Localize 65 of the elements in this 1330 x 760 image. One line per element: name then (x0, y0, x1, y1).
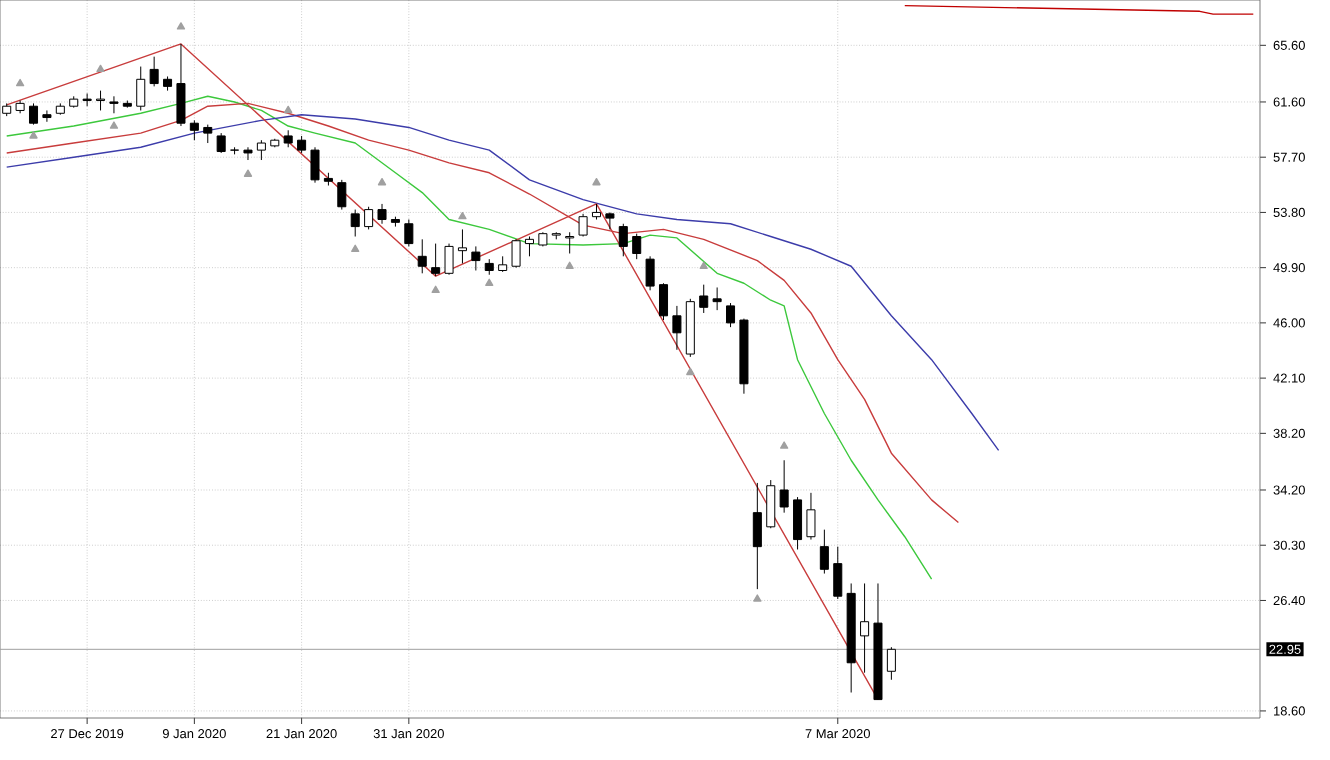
candlestick (431, 243, 441, 277)
candlestick (42, 109, 52, 123)
candlestick (216, 132, 226, 154)
candlestick (779, 459, 789, 514)
point (779, 441, 789, 449)
candlestick (672, 305, 682, 351)
candlestick (565, 231, 575, 254)
point (592, 177, 601, 186)
candlestick (136, 66, 146, 111)
candlestick (417, 238, 427, 274)
point (686, 367, 695, 376)
candlestick (82, 92, 92, 107)
candlestick (457, 228, 467, 264)
candlestick (96, 90, 106, 111)
candlestick (886, 646, 896, 681)
candlestick (712, 286, 722, 311)
candlestick (176, 43, 186, 127)
candlestick (699, 284, 709, 314)
candlestick (658, 282, 669, 321)
point (15, 78, 25, 87)
candlestick (793, 496, 803, 550)
point (699, 261, 708, 269)
point (458, 211, 467, 220)
candlestick (350, 209, 360, 237)
point (176, 22, 186, 30)
point (243, 169, 253, 177)
candlestick (404, 219, 414, 247)
point (109, 121, 119, 129)
candlestick (256, 139, 266, 161)
candlestick (149, 56, 159, 87)
point (96, 64, 105, 73)
point (753, 594, 762, 602)
point (565, 261, 574, 269)
point (284, 105, 293, 114)
candlestick (578, 213, 588, 237)
candlestick (511, 238, 521, 269)
candlestick (377, 203, 387, 225)
candlestick (860, 582, 870, 674)
point (431, 285, 440, 294)
candlestick (28, 102, 39, 126)
candlestick (833, 546, 843, 600)
candlestick (819, 529, 829, 575)
candlestick (444, 243, 454, 276)
point (29, 131, 38, 139)
candlestick (364, 206, 374, 230)
candlestick (243, 146, 253, 161)
candlestick (109, 95, 119, 114)
point (485, 278, 494, 286)
candlestick (189, 119, 199, 141)
point (377, 177, 387, 186)
candlestick (471, 245, 481, 271)
candlestick (203, 124, 213, 144)
candlestick (752, 482, 762, 590)
candlestick (618, 223, 628, 257)
candlestick (806, 492, 816, 541)
candlestick (645, 255, 655, 291)
candlestick (310, 146, 320, 184)
candlestick (524, 236, 534, 257)
line-series (6, 114, 1000, 452)
candlestick (766, 479, 776, 529)
candlestick (337, 179, 347, 211)
point (351, 244, 360, 252)
candlestick (726, 302, 736, 328)
candlestick (605, 211, 615, 230)
candlestick (632, 233, 642, 260)
